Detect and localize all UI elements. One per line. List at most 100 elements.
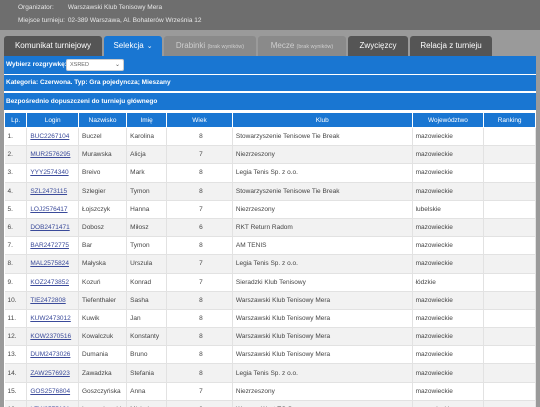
- cell-lp: 8.: [4, 254, 28, 274]
- cell-ranking: [483, 200, 536, 219]
- cell-wojewodztwo: mazowieckie: [412, 218, 485, 238]
- table-row: 9. KOZ2473852 Kozuń Konrad 7 Sieradzki Klub T…: [4, 273, 536, 292]
- cell-nazwisko: Murawska: [78, 145, 128, 165]
- cell-ranking: [483, 382, 536, 401]
- cell-lp: 2.: [4, 145, 28, 165]
- cell-imie: Anna: [126, 382, 168, 401]
- player-login-link[interactable]: KUW2473012: [30, 314, 71, 322]
- cell-nazwisko: Tiefenthaler: [78, 291, 128, 310]
- cell-nazwisko: Dumania: [78, 345, 128, 365]
- cell-login: LEW2575101: [26, 400, 79, 407]
- tab-drabinki[interactable]: Drabinki (brak wyników): [164, 36, 256, 56]
- player-login-link[interactable]: YYY2574340: [30, 169, 69, 177]
- selection-panel: Wybierz rozgrywkę: XSRED ⌄ Kategoria: Cz…: [4, 56, 536, 407]
- cell-wojewodztwo: mazowieckie: [412, 382, 485, 401]
- cell-ranking: [483, 309, 536, 329]
- table-row: 16.LEW2575101 LewandowskiMichał8Warsaw We…: [4, 400, 536, 407]
- tab-mecze[interactable]: Mecze (brak wyników): [258, 36, 346, 56]
- venue-label: Miejsce turnieju:: [18, 17, 65, 24]
- cell-lp: 1.: [4, 127, 28, 147]
- cell-lp: 12.: [4, 327, 28, 347]
- player-login-link[interactable]: TIE2472808: [30, 296, 66, 304]
- cell-ranking: [483, 291, 536, 310]
- player-login-link[interactable]: MUR2576295: [30, 151, 71, 159]
- cell-imie: Alicja: [126, 145, 168, 165]
- tab-selekcja[interactable]: Selekcja ⌄: [104, 36, 162, 56]
- tab-label: Zwycięzcy: [359, 41, 397, 50]
- cell-nazwisko: Szlegier: [78, 182, 128, 201]
- tab-zwyciezcy[interactable]: Zwycięzcy: [348, 36, 408, 56]
- cell-login: ZAW2576923: [26, 363, 79, 383]
- cell-imie: Tymon: [126, 236, 168, 256]
- organizer-value: Warszawski Klub Tenisowy Mera: [67, 4, 163, 11]
- player-login-link[interactable]: SZL2473115: [30, 187, 68, 195]
- header-klub[interactable]: Klub: [231, 112, 413, 128]
- cell-klub: Niezrzeszony: [232, 200, 413, 219]
- cell-ranking: [483, 400, 536, 407]
- cell-klub: Sieradzki Klub Tenisowy: [232, 273, 413, 292]
- cell-wiek: 8: [166, 182, 233, 201]
- cell-lp: 13.: [4, 345, 28, 365]
- cell-imie: Michał: [126, 400, 168, 407]
- cell-lp: 11.: [4, 309, 28, 329]
- player-login-link[interactable]: ZAW2576923: [30, 369, 70, 377]
- player-login-link[interactable]: LEW2575101: [30, 406, 69, 407]
- chevron-down-icon: ⌄: [146, 43, 153, 50]
- table-header-row: Lp. Login Nazwisko Imię Wiek Klub Wojewó…: [4, 112, 536, 128]
- header-ranking[interactable]: Ranking: [483, 112, 536, 128]
- cell-wiek: 8: [166, 327, 233, 347]
- cell-nazwisko: Dobosz: [78, 218, 128, 238]
- table-row: 10. TIE2472808 Tiefenthaler Sasha 8 Warszawsk…: [4, 291, 536, 310]
- tab-relacja[interactable]: Relacja z turnieju: [410, 36, 492, 56]
- table-row: 11. KUW2473012 Kuwik Jan 8 Warszawski Klub Te…: [4, 309, 536, 329]
- cell-wojewodztwo: mazowieckie: [412, 145, 485, 165]
- cell-lp: 14.: [4, 363, 28, 383]
- cell-wiek: 8: [166, 345, 233, 365]
- cell-imie: Miłosz: [126, 218, 168, 238]
- cell-login: BAR2472775: [26, 236, 79, 256]
- table-row: 12. KOW2370516 Kowalczuk Konstanty 8 Warszaws…: [4, 327, 536, 347]
- table-row: 8. MAL2575824 Małyska Urszula 7 Legia Tenis S…: [4, 254, 536, 274]
- cell-imie: Jan: [126, 309, 168, 329]
- category-text: Kategoria: Czerwona. Typ: Gra pojedyncza…: [6, 79, 171, 86]
- header-wiek[interactable]: Wiek: [166, 112, 233, 128]
- cell-imie: Konrad: [126, 273, 168, 292]
- cell-imie: Stefania: [126, 363, 168, 383]
- player-login-link[interactable]: LOJ2576417: [30, 205, 68, 213]
- header-imie[interactable]: Imię: [126, 112, 168, 128]
- organizer-row: Organizator: Warszawski Klub Tenisowy Me…: [18, 4, 162, 11]
- cell-wiek: 7: [166, 200, 233, 219]
- cell-wiek: 8: [166, 163, 233, 183]
- player-login-link[interactable]: DOB2471471: [30, 224, 70, 232]
- tournament-info: Organizator: Warszawski Klub Tenisowy Me…: [0, 0, 540, 30]
- player-login-link[interactable]: KOZ2473852: [30, 278, 69, 286]
- player-login-link[interactable]: GOS2576804: [30, 387, 71, 395]
- organizer-label: Organizator:: [18, 4, 54, 11]
- cell-wojewodztwo: mazowieckie: [412, 327, 485, 347]
- cell-ranking: [483, 127, 536, 147]
- player-login-link[interactable]: BAR2472775: [30, 242, 69, 250]
- tab-komunikat[interactable]: Komunikat turniejowy: [4, 36, 102, 56]
- cell-wojewodztwo: mazowieckie: [412, 163, 485, 183]
- header-login[interactable]: Login: [26, 112, 79, 128]
- player-login-link[interactable]: MAL2575824: [30, 260, 69, 268]
- cell-imie: Karolina: [126, 127, 168, 147]
- cell-ranking: [483, 145, 536, 165]
- cell-wiek: 7: [166, 273, 233, 292]
- player-login-link[interactable]: DUM2473026: [30, 351, 71, 359]
- cell-login: MAL2575824: [26, 254, 79, 274]
- header-wojewodztwo[interactable]: Województwo: [411, 112, 485, 128]
- cell-ranking: [483, 345, 536, 365]
- cell-klub: Legia Tenis Sp. z o.o.: [232, 363, 413, 383]
- cell-login: DOB2471471: [26, 218, 79, 238]
- cell-lp: 6.: [4, 218, 28, 238]
- header-lp[interactable]: Lp.: [4, 112, 28, 128]
- cell-wiek: 8: [166, 309, 233, 329]
- player-login-link[interactable]: BUC2267104: [30, 133, 70, 141]
- player-login-link[interactable]: KOW2370516: [30, 333, 72, 341]
- table-body: 1. BUC2267104 Buczel Karolina 8 Stowarzyszeni…: [4, 127, 536, 407]
- competition-select[interactable]: XSRED ⌄: [66, 59, 124, 71]
- table-row: 5. LOJ2576417 Łojszczyk Hanna 7 Niezrzeszony l…: [4, 200, 536, 219]
- cell-klub: Warszawski Klub Tenisowy Mera: [232, 345, 413, 365]
- header-nazwisko[interactable]: Nazwisko: [77, 112, 128, 128]
